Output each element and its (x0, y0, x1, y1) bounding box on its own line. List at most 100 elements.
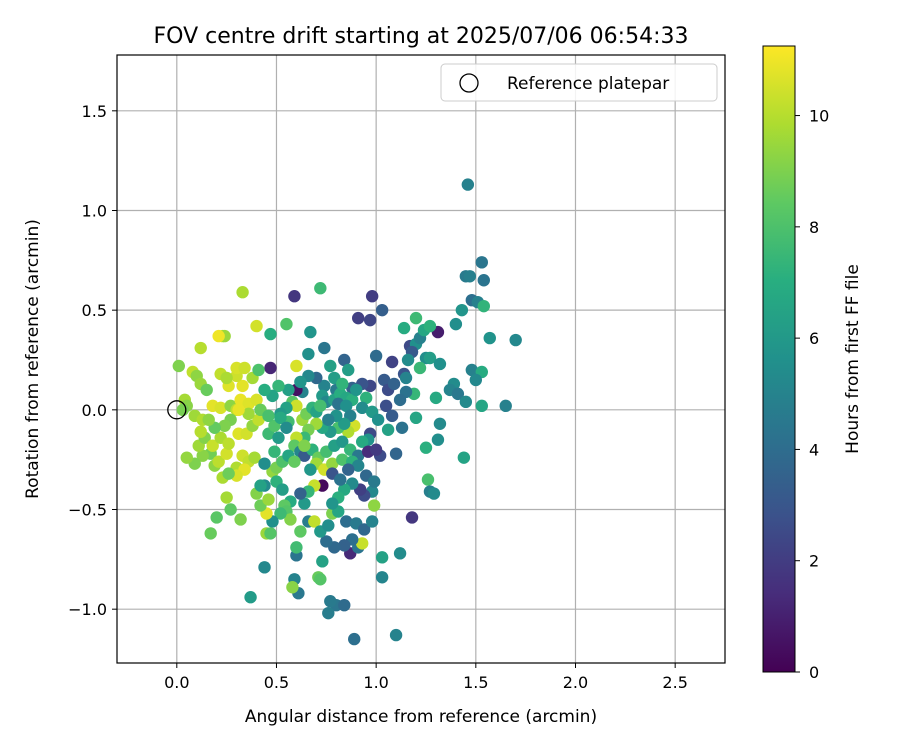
data-point (264, 361, 277, 375)
data-point (276, 483, 289, 496)
data-point (236, 379, 249, 393)
colorbar-tick-label: 6 (809, 329, 819, 348)
data-point (222, 467, 235, 480)
data-point (272, 431, 285, 444)
data-point (352, 311, 365, 325)
data-point (483, 331, 496, 345)
data-point (433, 357, 447, 371)
data-point (338, 598, 351, 612)
data-point (509, 333, 522, 347)
data-point (421, 473, 435, 486)
data-point (393, 393, 407, 407)
data-point (268, 445, 281, 458)
data-point (262, 409, 275, 423)
data-point (194, 341, 207, 355)
data-point (212, 329, 225, 343)
data-point (338, 353, 351, 367)
data-point (290, 399, 303, 413)
colorbar-tick-label: 0 (809, 663, 819, 682)
data-point (314, 399, 327, 413)
data-point (367, 475, 381, 488)
data-point (172, 359, 185, 373)
data-point (413, 361, 427, 375)
data-point (318, 341, 331, 355)
data-point (206, 439, 219, 452)
data-point (429, 391, 443, 405)
x-tick-label: 1.0 (363, 673, 388, 692)
data-point (419, 441, 433, 454)
reference-marker (167, 400, 187, 420)
x-axis-label: Angular distance from reference (arcmin) (245, 707, 597, 727)
data-point (308, 515, 321, 528)
data-point (399, 371, 413, 385)
data-point (363, 313, 377, 327)
data-point (359, 391, 373, 405)
grid (117, 55, 725, 663)
x-tick-label: 2.5 (662, 673, 687, 692)
data-point (369, 349, 383, 363)
data-point (461, 178, 475, 191)
data-point (338, 417, 351, 430)
data-point (290, 541, 303, 554)
data-point (340, 515, 353, 528)
y-tick-label: 0.0 (82, 401, 107, 420)
data-point (455, 303, 469, 317)
data-point (326, 457, 339, 470)
data-point (322, 413, 335, 426)
x-tick-label: 2.0 (563, 673, 588, 692)
data-point (371, 413, 385, 426)
data-point (348, 632, 361, 646)
data-point (304, 463, 317, 476)
data-point (342, 363, 355, 377)
y-tick-label: 1.5 (82, 102, 107, 121)
data-point (387, 377, 401, 391)
data-point (284, 513, 297, 526)
data-point (204, 527, 217, 540)
data-point (274, 411, 287, 425)
data-point (465, 363, 479, 377)
data-point (350, 383, 363, 397)
data-point (357, 523, 371, 536)
data-point (218, 419, 231, 432)
data-point (401, 353, 415, 367)
data-point (385, 409, 399, 423)
data-point (340, 399, 353, 413)
chart-title: FOV centre drift starting at 2025/07/06 … (154, 24, 689, 49)
data-point (258, 561, 271, 574)
y-tick-label: 1.0 (82, 201, 107, 220)
points-layer (172, 178, 522, 646)
data-point (212, 455, 225, 468)
data-point (314, 573, 327, 586)
data-point (377, 373, 391, 387)
data-point (336, 435, 349, 448)
data-point (294, 487, 307, 500)
data-point (282, 383, 295, 397)
data-point (334, 473, 347, 486)
data-point (302, 347, 315, 361)
data-point (336, 453, 349, 466)
x-tick-label: 0.0 (164, 673, 189, 692)
data-point (318, 379, 331, 393)
x-tick-label: 0.5 (264, 673, 289, 692)
data-point (433, 417, 447, 430)
data-point (423, 351, 437, 365)
data-point (431, 433, 445, 446)
colorbar-label: Hours from first FF file (843, 264, 863, 454)
data-point (451, 387, 465, 401)
x-tick-label: 1.5 (463, 673, 488, 692)
data-point (232, 403, 245, 417)
data-point (258, 383, 271, 397)
data-point (224, 503, 237, 516)
data-point (250, 319, 263, 333)
colorbar-gradient (762, 45, 796, 673)
colorbar-tick-label: 8 (809, 218, 819, 237)
colorbar: 0 2 4 6 8 10 Hours from first FF file (762, 45, 863, 682)
data-point (264, 327, 277, 341)
data-point (214, 401, 227, 415)
data-point (322, 606, 335, 620)
data-point (324, 595, 337, 608)
data-point (389, 628, 403, 642)
data-point (176, 403, 189, 417)
data-point (367, 499, 381, 512)
